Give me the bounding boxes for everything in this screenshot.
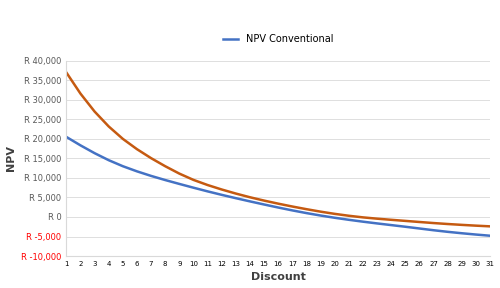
- NPV Conventional: [148, 174, 154, 178]
- NPV Conventional: [218, 193, 224, 197]
- NPV Conventional: [388, 223, 394, 227]
- NPV Conventional: [290, 209, 296, 212]
- X-axis label: Discount: Discount: [250, 272, 306, 283]
- NPV Conventional: [430, 228, 436, 232]
- NPV Conventional: [162, 178, 168, 182]
- NPV Conventional: [444, 230, 450, 234]
- NPV Conventional: [92, 151, 98, 155]
- NPV Conventional: [64, 135, 70, 139]
- Line: NPV Conventional: NPV Conventional: [66, 137, 490, 236]
- NPV Conventional: [106, 158, 112, 162]
- NPV Conventional: [176, 182, 182, 186]
- NPV Conventional: [78, 144, 84, 147]
- NPV Conventional: [304, 211, 310, 215]
- NPV Conventional: [134, 170, 140, 173]
- Legend: NPV Conventional: NPV Conventional: [220, 31, 337, 48]
- NPV Conventional: [374, 222, 380, 225]
- NPV Conventional: [332, 216, 338, 219]
- NPV Conventional: [318, 214, 324, 217]
- NPV Conventional: [204, 190, 210, 193]
- NPV Conventional: [458, 232, 464, 235]
- NPV Conventional: [247, 200, 253, 203]
- NPV Conventional: [402, 225, 408, 228]
- NPV Conventional: [261, 203, 267, 206]
- NPV Conventional: [275, 206, 281, 209]
- NPV Conventional: [487, 234, 493, 237]
- NPV Conventional: [120, 164, 126, 168]
- NPV Conventional: [346, 218, 352, 221]
- Y-axis label: NPV: NPV: [6, 145, 16, 171]
- NPV Conventional: [233, 196, 239, 200]
- NPV Conventional: [190, 186, 196, 190]
- NPV Conventional: [360, 220, 366, 223]
- NPV Conventional: [416, 227, 422, 230]
- NPV Conventional: [473, 233, 479, 236]
